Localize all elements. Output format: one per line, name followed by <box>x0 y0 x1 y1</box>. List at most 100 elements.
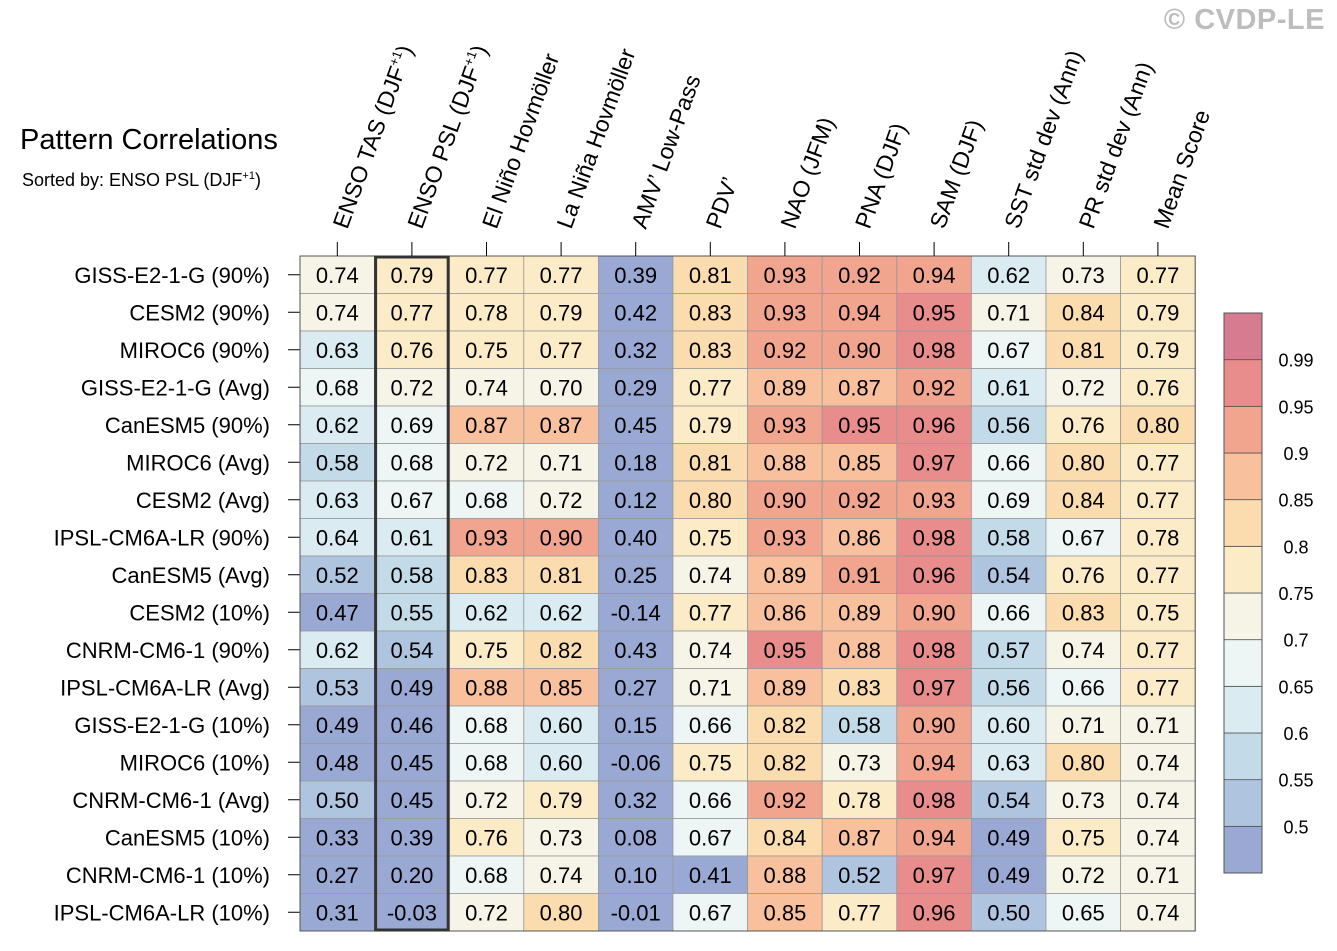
row-label: IPSL-CM6A-LR (90%) <box>54 525 270 550</box>
cell-value: 0.70 <box>540 375 583 400</box>
cell-value: 0.79 <box>390 263 433 288</box>
cell-value: 0.60 <box>987 713 1030 738</box>
cell-value: -0.01 <box>611 900 661 925</box>
heatmap-cell <box>523 780 599 819</box>
column-label-text: La Niña Hovmöller <box>551 45 640 232</box>
heatmap-cell <box>821 630 898 669</box>
cell-value: 0.72 <box>1062 375 1105 400</box>
cell-value: 0.72 <box>465 788 508 813</box>
cell-value: -0.14 <box>611 600 661 625</box>
heatmap-cell <box>1045 255 1121 294</box>
heatmap-cell <box>1045 743 1121 782</box>
heatmap-cell <box>374 630 450 669</box>
cell-value: 0.95 <box>913 300 956 325</box>
cell-value: 0.54 <box>987 563 1030 588</box>
cell-value: 0.75 <box>689 750 732 775</box>
cell-value: 0.58 <box>987 525 1030 550</box>
cell-value: 0.74 <box>1136 788 1179 813</box>
heatmap-cell <box>971 630 1047 669</box>
cell-value: 0.84 <box>1062 488 1105 513</box>
cell-value: 0.62 <box>316 413 359 438</box>
cell-value: 0.49 <box>987 863 1030 888</box>
heatmap-cell <box>299 855 375 894</box>
cell-value: 0.79 <box>540 300 583 325</box>
cell-value: 0.98 <box>913 788 956 813</box>
heatmap-cell <box>374 705 450 744</box>
heatmap-cell <box>896 518 972 557</box>
cell-value: 0.29 <box>614 375 657 400</box>
cell-value: 0.88 <box>763 450 806 475</box>
cell-value: 0.77 <box>1136 675 1179 700</box>
cell-value: 0.79 <box>1136 338 1179 363</box>
heatmap-cell <box>1045 818 1121 857</box>
column-label: PDV’ <box>701 174 743 232</box>
heatmap-cell <box>374 330 450 369</box>
cell-value: 0.81 <box>689 450 732 475</box>
cell-value: 0.76 <box>390 338 433 363</box>
cell-value: 0.52 <box>838 863 881 888</box>
colorbar-segment <box>1223 685 1263 734</box>
heatmap-cell <box>1120 593 1196 632</box>
heatmap-cell <box>523 818 599 857</box>
column-label-text: AMV’ Low-Pass <box>626 71 706 232</box>
cell-value: 0.87 <box>838 375 881 400</box>
cell-value: 0.74 <box>1136 750 1179 775</box>
cell-value: 0.87 <box>465 413 508 438</box>
heatmap-cell <box>448 330 525 369</box>
cell-value: 0.39 <box>614 263 657 288</box>
cell-value: 0.88 <box>838 638 881 663</box>
heatmap-cell <box>1045 518 1121 557</box>
subtitle-text: Sorted by: ENSO PSL (DJF <box>22 170 243 190</box>
cell-value: 0.71 <box>540 450 583 475</box>
cell-value: 0.71 <box>1136 713 1179 738</box>
column-label-text: PNA (DJF) <box>850 120 912 232</box>
heatmap-cell <box>1120 330 1196 369</box>
cell-value: 0.80 <box>1136 413 1179 438</box>
cell-value: 0.77 <box>540 338 583 363</box>
heatmap-cell <box>299 893 375 932</box>
heatmap-cell <box>672 405 748 444</box>
column-label: SST std dev (Ann) <box>999 47 1088 232</box>
heatmap-cell <box>374 818 450 857</box>
heatmap-cell <box>896 705 972 744</box>
cell-value: 0.62 <box>316 638 359 663</box>
cell-value: 0.71 <box>1136 863 1179 888</box>
row-label: GISS-E2-1-G (10%) <box>74 713 270 738</box>
column-label: AMV’ Low-Pass <box>626 71 706 232</box>
column-label-text: El Niño Hovmöller <box>477 50 564 232</box>
heatmap-cell <box>448 480 525 519</box>
row-label: CNRM-CM6-1 (10%) <box>66 863 270 888</box>
cell-value: 0.40 <box>614 525 657 550</box>
cell-value: -0.03 <box>387 900 437 925</box>
cell-value: 0.62 <box>465 600 508 625</box>
column-label-text: ENSO PSL (DJF <box>402 63 485 232</box>
column-label: NAO (JFM) <box>775 114 839 232</box>
heatmap-cell <box>448 705 525 744</box>
row-label: CESM2 (10%) <box>129 600 270 625</box>
row-label: CanESM5 (10%) <box>105 825 270 850</box>
column-label-text: PR std dev (Ann) <box>1074 58 1158 231</box>
heatmap-cell <box>523 705 599 744</box>
cell-value: 0.72 <box>465 900 508 925</box>
colorbar-tick-label: 0.7 <box>1283 631 1308 651</box>
cell-value: 0.63 <box>987 750 1030 775</box>
heatmap-cell <box>1045 480 1121 519</box>
heatmap-cell <box>1120 518 1196 557</box>
colorbar-segment <box>1223 779 1263 827</box>
heatmap-cell <box>523 330 599 369</box>
cell-value: 0.67 <box>987 338 1030 363</box>
chart-subtitle: Sorted by: ENSO PSL (DJF+1) <box>22 170 261 191</box>
cell-value: 0.68 <box>390 450 433 475</box>
colorbar-tick-label: 0.8 <box>1283 537 1308 557</box>
heatmap-cell <box>747 443 823 482</box>
cell-value: 0.90 <box>540 525 583 550</box>
cell-value: 0.27 <box>316 863 359 888</box>
column-label-superscript: +1 <box>460 49 479 68</box>
cell-value: 0.27 <box>614 675 657 700</box>
heatmap-cell <box>672 330 748 369</box>
cell-value: 0.90 <box>838 338 881 363</box>
heatmap-cell <box>971 405 1047 444</box>
heatmap-cell <box>1120 780 1196 819</box>
heatmap-cell <box>747 668 823 707</box>
cell-value: 0.67 <box>390 488 433 513</box>
